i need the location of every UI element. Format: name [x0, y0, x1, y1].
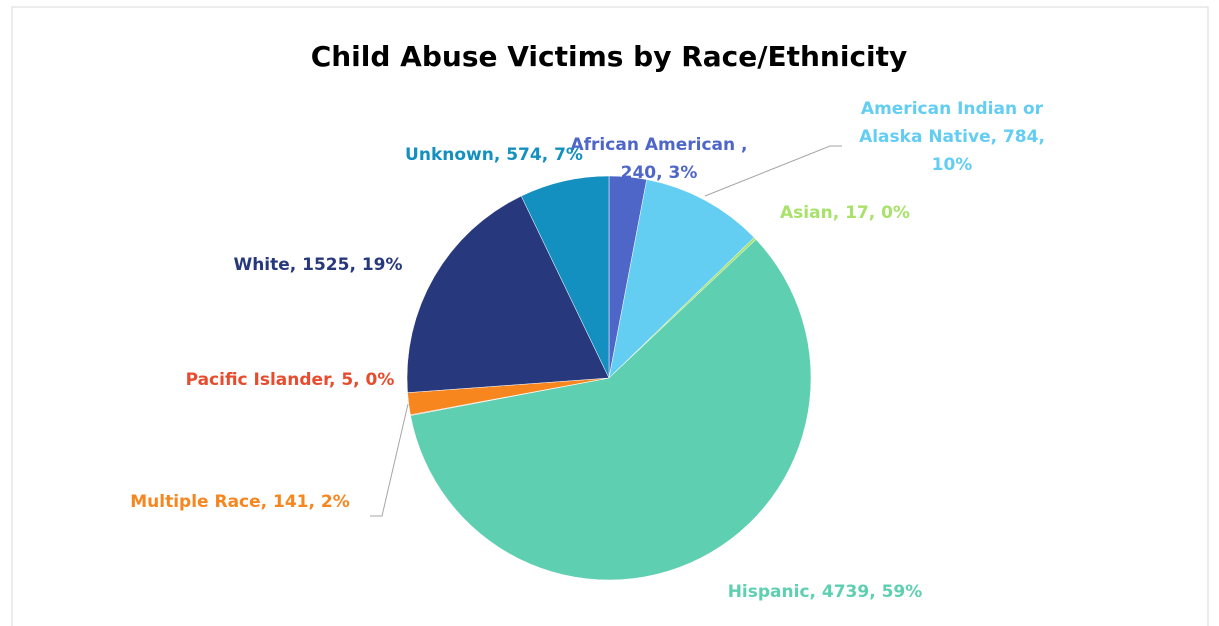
slices [406, 175, 812, 581]
data-label: Asian, 17, 0% [780, 203, 910, 223]
pie-slice [608, 179, 755, 379]
data-label: African American , 240, 3% [570, 135, 748, 183]
chart-frame [11, 6, 1209, 626]
data-label: Hispanic, 4739, 59% [727, 582, 923, 602]
chart-title: Child Abuse Victims by Race/Ethnicity [311, 40, 908, 73]
data-label: Multiple Race, 141, 2% [130, 492, 350, 512]
data-label: Pacific Islander, 5, 0% [185, 370, 395, 390]
pie-slice [406, 195, 610, 393]
data-label: White, 1525, 19% [233, 255, 403, 275]
data-label: American Indian or Alaska Native, 784, 1… [859, 99, 1045, 175]
leader-line [370, 403, 409, 517]
pie-slice [410, 239, 812, 581]
data-label: Unknown, 574, 7% [405, 145, 583, 165]
pie-slice [520, 175, 610, 379]
leader-line [704, 145, 842, 197]
